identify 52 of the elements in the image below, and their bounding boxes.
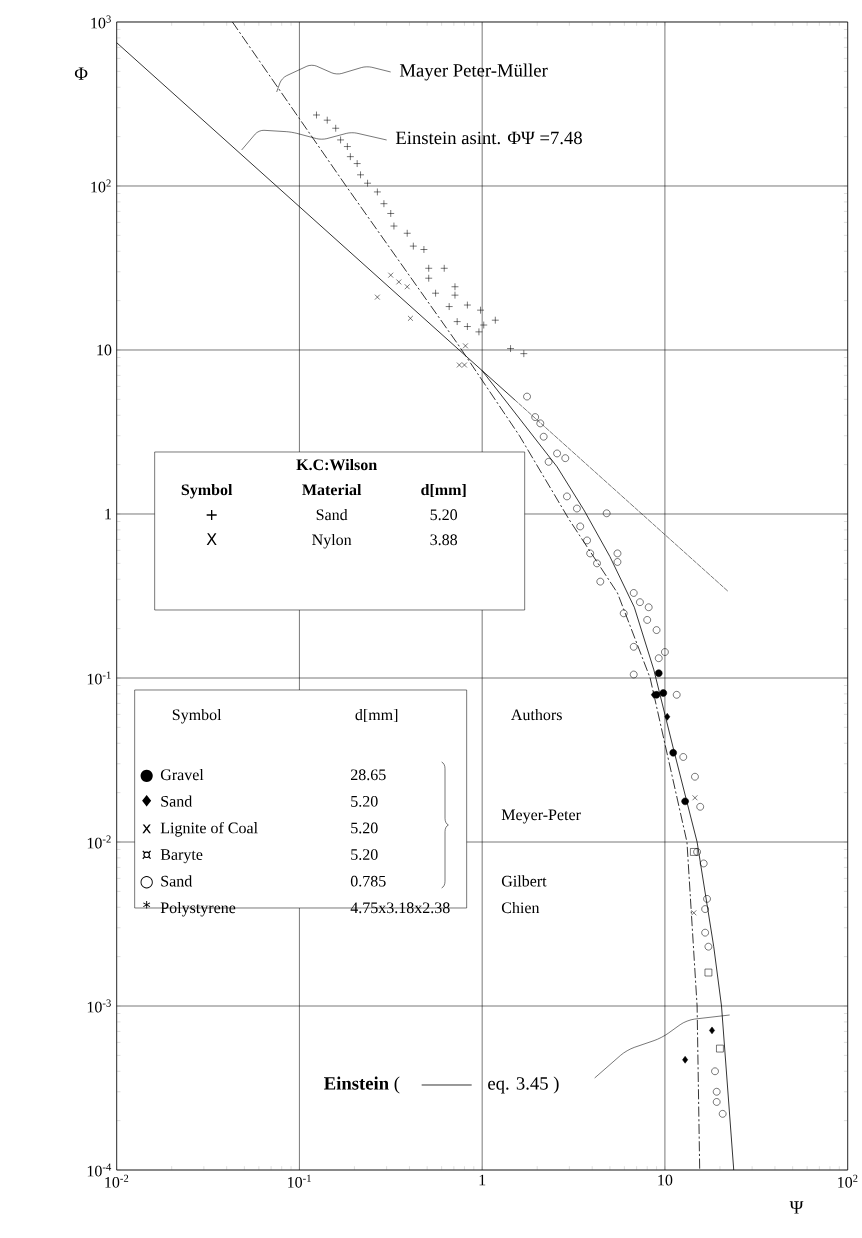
annotation: ¤ [142,850,152,860]
annotation: 5.20 [430,509,458,521]
annotation: Einstein ( [324,1076,400,1094]
annotation: 4.75x3.18x2.38 [350,902,450,914]
annotation: 3.88 [430,534,458,546]
y-tick-label: 10$^{-3}$ [87,999,112,1013]
annotation: 5.20 [351,849,378,861]
annotation: Polystyrene [160,901,236,917]
annotation: + [206,509,217,520]
annotation: Sand [316,508,348,521]
annotation: X [206,533,217,545]
annotation: x [142,824,152,834]
annotation: d[mm] [355,708,398,723]
annotation: eq. 3.45 ) [488,1076,559,1094]
y-tick-label: 10 [97,344,112,356]
y-tick-label: 10$^{-4}$ [87,1163,112,1177]
annotation: d[mm] [421,483,466,498]
y-tick-label: 10$^{2}$ [91,179,111,193]
annotation: 5.20 [351,822,378,834]
y-axis-title: Φ [75,67,88,80]
annotation: ○ [140,876,153,889]
annotation: ♦ [142,794,152,807]
annotation: 5.20 [351,795,378,807]
annotation: * [143,901,151,909]
annotation: ● [140,769,153,782]
annotation: Gravel [161,768,204,781]
x-tick-label: 10 [658,1174,673,1186]
annotation: Mayer Peter-Müller [400,63,548,81]
annotation: Material [302,483,362,496]
annotation: Nylon [312,533,352,549]
annotation: Symbol [173,708,222,724]
annotation: Meyer-Peter [501,809,581,824]
y-tick-label: 1 [105,508,112,520]
y-tick-label: 10$^{-1}$ [87,671,111,685]
annotation: Sand [161,875,193,887]
annotation: K.C:Wilson [296,458,378,471]
annotation: Symbol [181,483,233,499]
annotation: Einstein asint. ΦΨ =7.48 [396,131,583,145]
x-tick-label: 10$^{-1}$ [288,1174,312,1188]
x-axis-title: Ψ [789,1201,804,1214]
annotation: 0.785 [351,875,386,887]
annotation: 28.65 [351,769,386,781]
annotation: Lignite of Coal [160,821,258,837]
x-tick-label: 1 [479,1174,486,1186]
y-tick-label: 10$^{-2}$ [87,835,111,849]
annotation: Chien [502,901,540,914]
annotation: Gilbert [502,875,547,887]
annotation: Baryte [160,849,203,864]
x-tick-label: 10$^{2}$ [838,1174,858,1188]
y-tick-label: 10$^{3}$ [91,15,112,29]
annotation: Sand [161,795,193,807]
annotation: Authors [511,708,563,721]
